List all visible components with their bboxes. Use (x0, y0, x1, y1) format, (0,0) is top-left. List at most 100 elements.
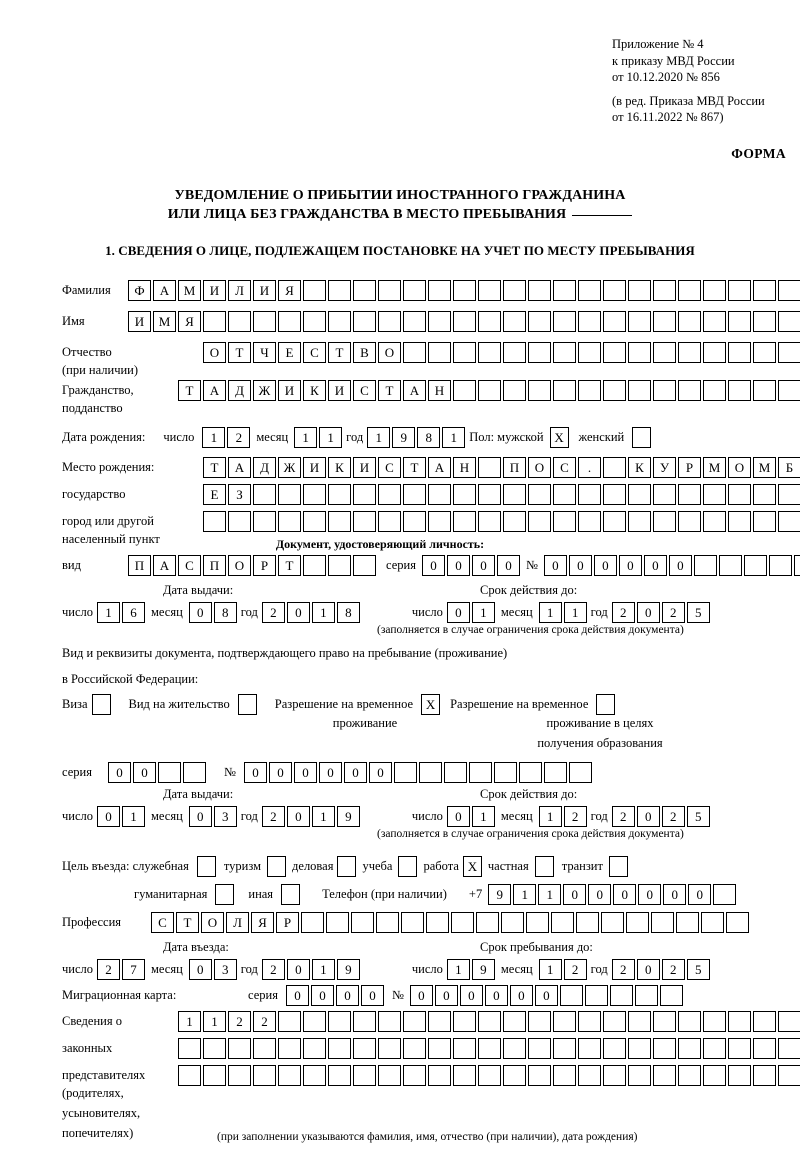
char-box[interactable] (728, 1065, 751, 1086)
char-box[interactable] (328, 311, 351, 332)
char-box[interactable] (678, 1011, 701, 1032)
char-box[interactable]: 0 (434, 985, 458, 1006)
char-box[interactable] (753, 1011, 776, 1032)
char-box[interactable]: 0 (636, 959, 660, 980)
char-box[interactable]: 9 (488, 884, 512, 905)
char-box[interactable]: 0 (643, 555, 667, 576)
char-box[interactable] (303, 1038, 326, 1059)
char-box[interactable]: 0 (293, 762, 317, 783)
char-box[interactable] (628, 511, 651, 532)
char-box[interactable] (628, 484, 651, 505)
char-box[interactable] (553, 311, 576, 332)
char-box[interactable] (228, 1038, 251, 1059)
char-box[interactable] (728, 484, 751, 505)
char-box[interactable] (628, 311, 651, 332)
char-box[interactable]: 0 (243, 762, 267, 783)
char-box[interactable] (328, 1011, 351, 1032)
char-box[interactable] (453, 342, 476, 363)
char-box[interactable] (443, 762, 467, 783)
char-box[interactable] (278, 1065, 301, 1086)
char-box[interactable]: И (203, 280, 226, 301)
char-box[interactable] (203, 511, 226, 532)
char-box[interactable] (603, 280, 626, 301)
char-box[interactable] (478, 1011, 501, 1032)
char-box[interactable]: 9 (471, 959, 495, 980)
char-box[interactable] (703, 342, 726, 363)
char-box[interactable] (553, 484, 576, 505)
char-box[interactable]: 0 (133, 762, 156, 783)
char-box[interactable] (378, 1038, 401, 1059)
char-box[interactable] (353, 484, 376, 505)
char-box[interactable]: С (178, 555, 201, 576)
char-box[interactable] (553, 1038, 576, 1059)
char-box[interactable]: С (151, 912, 174, 933)
char-box[interactable] (453, 311, 476, 332)
char-box[interactable] (628, 342, 651, 363)
char-box[interactable] (183, 762, 206, 783)
char-box[interactable] (378, 311, 401, 332)
char-box[interactable] (578, 311, 601, 332)
char-box[interactable]: 3 (213, 959, 237, 980)
char-box[interactable] (503, 511, 526, 532)
char-box[interactable]: О (203, 342, 226, 363)
char-box[interactable] (693, 555, 717, 576)
char-box[interactable] (178, 1038, 201, 1059)
char-box[interactable]: 2 (261, 602, 285, 623)
char-box[interactable]: 7 (122, 959, 146, 980)
char-box[interactable] (653, 1011, 676, 1032)
char-box[interactable] (528, 511, 551, 532)
char-box[interactable]: 0 (285, 985, 309, 1006)
char-box[interactable] (493, 762, 517, 783)
char-box[interactable]: 2 (611, 959, 635, 980)
char-box[interactable] (778, 280, 800, 301)
purpose-work-checkbox[interactable]: X (462, 856, 482, 877)
char-box[interactable] (628, 1065, 651, 1086)
char-box[interactable]: 1 (178, 1011, 201, 1032)
char-box[interactable]: Л (228, 280, 251, 301)
char-box[interactable]: 0 (563, 884, 587, 905)
char-box[interactable] (453, 1065, 476, 1086)
char-box[interactable]: А (203, 380, 226, 401)
char-box[interactable]: Ч (253, 342, 276, 363)
char-box[interactable] (728, 1038, 751, 1059)
char-box[interactable] (603, 380, 626, 401)
char-box[interactable]: 8 (336, 602, 360, 623)
char-box[interactable]: 1 (203, 1011, 226, 1032)
char-box[interactable] (403, 511, 426, 532)
char-box[interactable] (728, 1011, 751, 1032)
char-box[interactable]: 1 (367, 427, 391, 448)
char-box[interactable]: С (303, 342, 326, 363)
char-box[interactable] (158, 762, 181, 783)
char-box[interactable] (728, 511, 751, 532)
char-box[interactable]: 2 (563, 959, 587, 980)
char-box[interactable] (453, 1038, 476, 1059)
purpose-private-checkbox[interactable] (534, 856, 554, 877)
char-box[interactable] (651, 912, 674, 933)
char-box[interactable] (403, 280, 426, 301)
char-box[interactable]: 0 (286, 602, 310, 623)
char-box[interactable]: Т (203, 457, 226, 478)
char-box[interactable] (428, 1038, 451, 1059)
char-box[interactable] (478, 457, 501, 478)
char-box[interactable] (403, 1011, 426, 1032)
char-box[interactable]: О (378, 342, 401, 363)
char-box[interactable]: О (528, 457, 551, 478)
char-box[interactable]: 0 (496, 555, 520, 576)
char-box[interactable]: 0 (188, 959, 212, 980)
char-box[interactable]: А (153, 555, 176, 576)
char-box[interactable]: 0 (688, 884, 712, 905)
char-box[interactable] (303, 280, 326, 301)
char-box[interactable] (528, 311, 551, 332)
char-box[interactable] (468, 762, 492, 783)
char-box[interactable]: И (303, 457, 326, 478)
